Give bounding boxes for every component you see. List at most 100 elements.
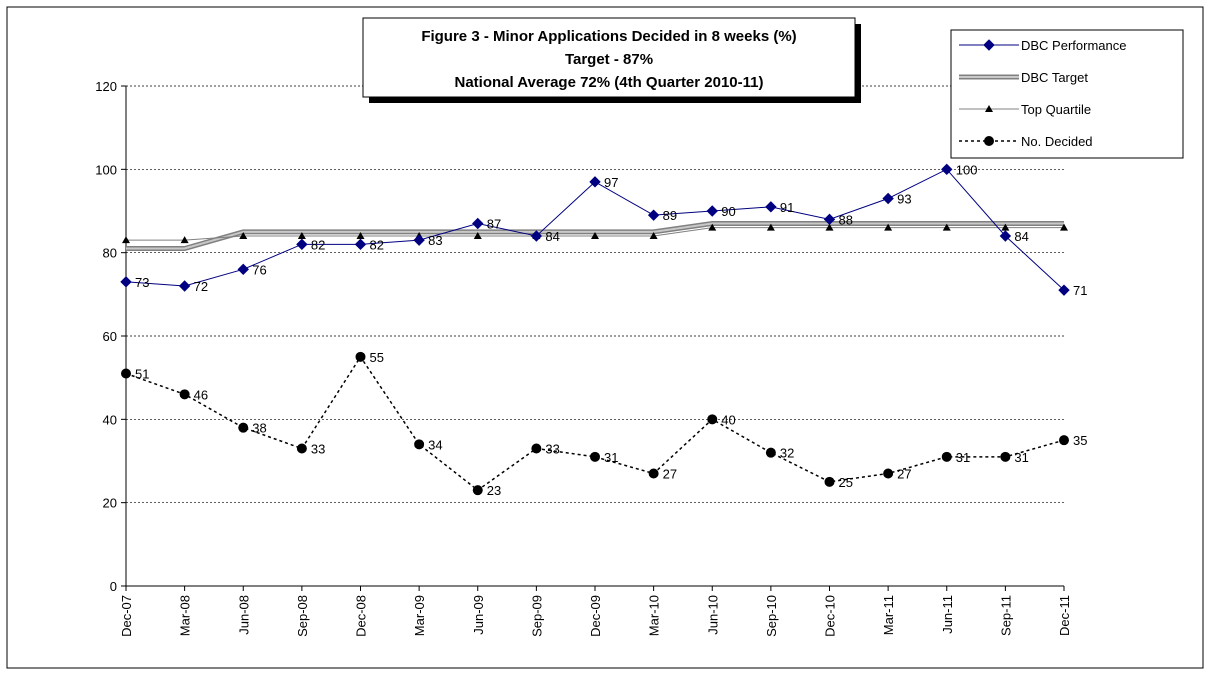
data-label: 84 (1014, 229, 1028, 244)
point (708, 223, 717, 231)
point (941, 163, 953, 176)
x-tick-label: Sep-11 (998, 595, 1013, 636)
data-label: 31 (604, 450, 618, 465)
data-label: 73 (135, 275, 149, 290)
point (882, 192, 894, 205)
point (239, 232, 248, 239)
point (883, 468, 894, 479)
data-label: 71 (1073, 283, 1087, 298)
data-label: 33 (311, 442, 325, 457)
title-box (362, 17, 856, 98)
data-label: 33 (545, 442, 559, 457)
data-label: 27 (897, 467, 911, 482)
point (765, 201, 777, 213)
data-label: 100 (956, 162, 978, 177)
x-tick-label: Dec-11 (1057, 595, 1072, 636)
y-tick-label: 100 (95, 162, 117, 177)
data-label: 46 (194, 387, 208, 402)
x-tick-label: Jun-09 (471, 595, 486, 635)
point (179, 389, 190, 400)
point (472, 485, 483, 496)
data-label: 82 (370, 237, 384, 252)
x-tick-label: Mar-09 (412, 595, 427, 636)
point (765, 447, 776, 458)
data-label: 89 (663, 208, 677, 223)
point (530, 230, 543, 242)
point (355, 351, 366, 362)
point (766, 223, 775, 231)
x-tick-label: Mar-08 (178, 595, 193, 636)
data-label: 88 (839, 212, 853, 227)
legend-label: No. Decided (1021, 134, 1093, 149)
legend-label: DBC Target (1021, 70, 1088, 85)
data-label: 25 (839, 475, 853, 490)
series-line (126, 222, 1064, 250)
y-tick-label: 80 (103, 246, 117, 261)
point (647, 209, 660, 221)
data-label: 32 (780, 446, 794, 461)
chart-title: Figure 3 - Minor Applications Decided in… (421, 28, 796, 45)
point (1060, 223, 1068, 231)
point (984, 136, 994, 146)
x-tick-label: Dec-10 (823, 595, 838, 637)
data-label: 82 (311, 237, 325, 252)
x-tick-label: Sep-08 (295, 595, 310, 637)
data-label: 97 (604, 175, 618, 190)
x-tick-label: Sep-09 (529, 595, 544, 637)
data-label: 93 (897, 192, 911, 207)
point (649, 232, 658, 239)
point (999, 230, 1012, 242)
point (178, 280, 191, 292)
x-tick-label: Dec-09 (588, 595, 603, 637)
point (824, 476, 835, 487)
data-label: 90 (721, 204, 735, 219)
y-tick-label: 0 (110, 579, 117, 594)
point (941, 451, 952, 462)
point (354, 238, 367, 251)
data-label: 38 (252, 421, 266, 436)
point (825, 223, 834, 231)
x-tick-label: Jun-10 (705, 595, 720, 635)
x-tick-label: Dec-07 (119, 595, 134, 637)
x-tick-label: Sep-10 (764, 595, 779, 637)
x-tick-label: Jun-08 (236, 595, 251, 635)
point (942, 223, 951, 231)
data-label: 40 (721, 412, 735, 427)
point (180, 236, 189, 244)
point (589, 176, 601, 188)
point (884, 223, 893, 231)
data-label: 35 (1073, 433, 1087, 448)
x-tick-label: Mar-10 (647, 595, 662, 636)
point (1058, 284, 1070, 296)
point (590, 451, 600, 462)
data-label: 91 (780, 200, 794, 215)
y-tick-label: 60 (103, 329, 117, 344)
point (238, 422, 249, 433)
chart-title: Target - 87% (565, 51, 653, 68)
legend-label: DBC Performance (1021, 38, 1126, 53)
point (591, 232, 599, 239)
point (414, 439, 425, 450)
point (707, 414, 718, 425)
point (121, 368, 131, 379)
data-label: 23 (487, 483, 501, 498)
point (237, 263, 249, 276)
data-label: 72 (194, 279, 208, 294)
y-tick-label: 20 (103, 496, 117, 511)
legend-label: Top Quartile (1021, 102, 1091, 117)
data-label: 84 (545, 229, 559, 244)
x-tick-label: Dec-08 (354, 595, 369, 637)
point (648, 468, 659, 479)
chart-title: National Average 72% (4th Quarter 2010-1… (454, 74, 763, 91)
data-label: 55 (370, 350, 384, 365)
point (356, 232, 365, 239)
point (472, 217, 484, 230)
point (296, 238, 308, 251)
point (1059, 435, 1069, 446)
point (983, 39, 995, 51)
data-label: 34 (428, 437, 442, 452)
point (1000, 451, 1011, 462)
point (473, 232, 482, 239)
point (531, 443, 542, 454)
